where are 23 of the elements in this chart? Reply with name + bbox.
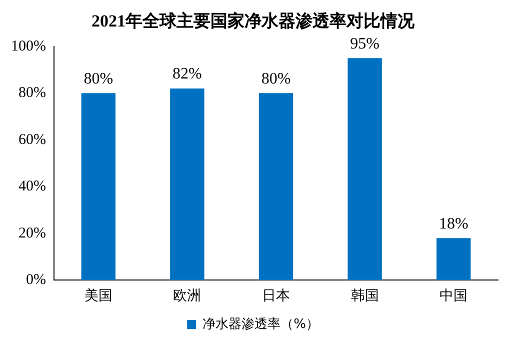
y-tick-label: 40%	[18, 178, 46, 195]
y-tick-label: 60%	[18, 132, 46, 148]
y-tick-label: 100%	[10, 38, 46, 54]
x-tick-label: 日本	[262, 288, 290, 304]
bar	[436, 238, 471, 280]
x-tick-label: 中国	[440, 288, 468, 304]
legend-label: 净水器渗透率（%）	[202, 316, 319, 332]
text: 80%	[84, 70, 114, 88]
chart-title: 2021年全球主要国家净水器渗透率对比情况	[92, 12, 416, 31]
x-tick-label: 美国	[84, 288, 112, 304]
text: 95%	[350, 35, 380, 52]
y-tick-label: 80%	[18, 85, 46, 102]
text: 82%	[172, 66, 202, 83]
text: 80%	[261, 70, 291, 88]
y-tick-label: 20%	[18, 225, 46, 242]
bar	[258, 93, 294, 280]
text: 18%	[438, 215, 468, 232]
bar	[348, 58, 382, 280]
bar	[81, 93, 116, 280]
y-tick-label: 0%	[26, 272, 46, 288]
bar	[170, 88, 204, 280]
x-tick-label: 欧洲	[173, 288, 202, 304]
x-tick-label: 韩国	[350, 288, 379, 304]
